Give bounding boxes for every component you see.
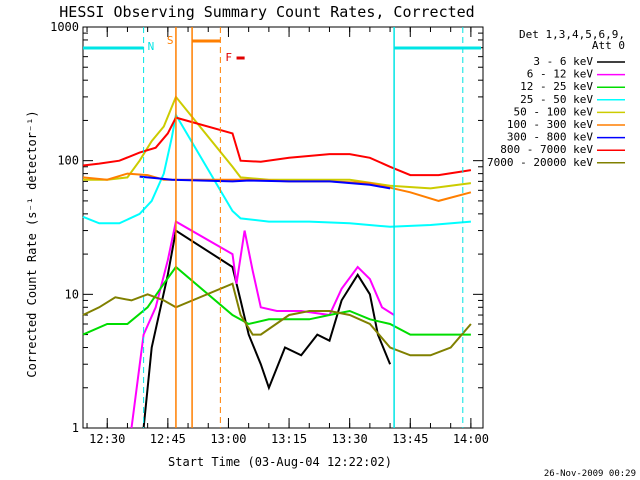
plot-frame [82,26,484,429]
plot-area: 1 10 100 1000 12:30 12:45 13:00 13:15 13:30 13:45… [50,20,489,446]
x-tick-label: 12:45 [150,432,186,446]
series-line [82,116,472,177]
x-tick-label: 12:30 [89,432,125,446]
legend-label: 12 - 25 keV [520,80,593,93]
flare-label: F [225,51,232,64]
series-line [82,112,471,228]
legend-header: Att 0 [592,39,625,52]
series-line [82,282,472,357]
y-axis-label: Corrected Count Rate (s⁻¹ detector⁻¹) [25,110,39,377]
series-line [142,228,392,429]
y-tick-label: 100 [57,154,79,168]
x-tick-label: 13:15 [271,432,307,446]
y-tick-label: 1000 [50,20,79,34]
x-tick-label: 14:00 [453,432,489,446]
legend-label: 300 - 800 keV [507,131,593,144]
series-line [82,172,472,202]
x-tick-label: 13:30 [332,432,368,446]
legend-label: 7000 - 20000 keV [487,156,593,169]
legend-label: 25 - 50 keV [520,93,593,106]
legend-label: 3 - 6 keV [533,55,593,68]
series-line [139,175,391,190]
legend-label: 800 - 7000 keV [500,143,593,156]
x-axis-label: Start Time (03-Aug-04 12:22:02) [168,455,392,469]
legend-label: 50 - 100 keV [514,105,594,118]
night-label: N [148,40,155,53]
legend-label: 100 - 300 keV [507,118,593,131]
x-tick-label: 13:00 [210,432,246,446]
legend-header: Det 1,3,4,5,6,9, [519,28,625,41]
chart-title: HESSI Observing Summary Count Rates, Cor… [59,3,474,21]
x-tick-label: 13:45 [392,432,428,446]
saa-label: S [167,34,174,47]
legend-label: 6 - 12 keV [527,68,594,81]
y-tick-label: 1 [72,421,79,435]
y-tick-label: 10 [65,287,79,301]
footer-date: 26-Nov-2009 00:29 [544,469,636,479]
series-line [130,220,395,429]
